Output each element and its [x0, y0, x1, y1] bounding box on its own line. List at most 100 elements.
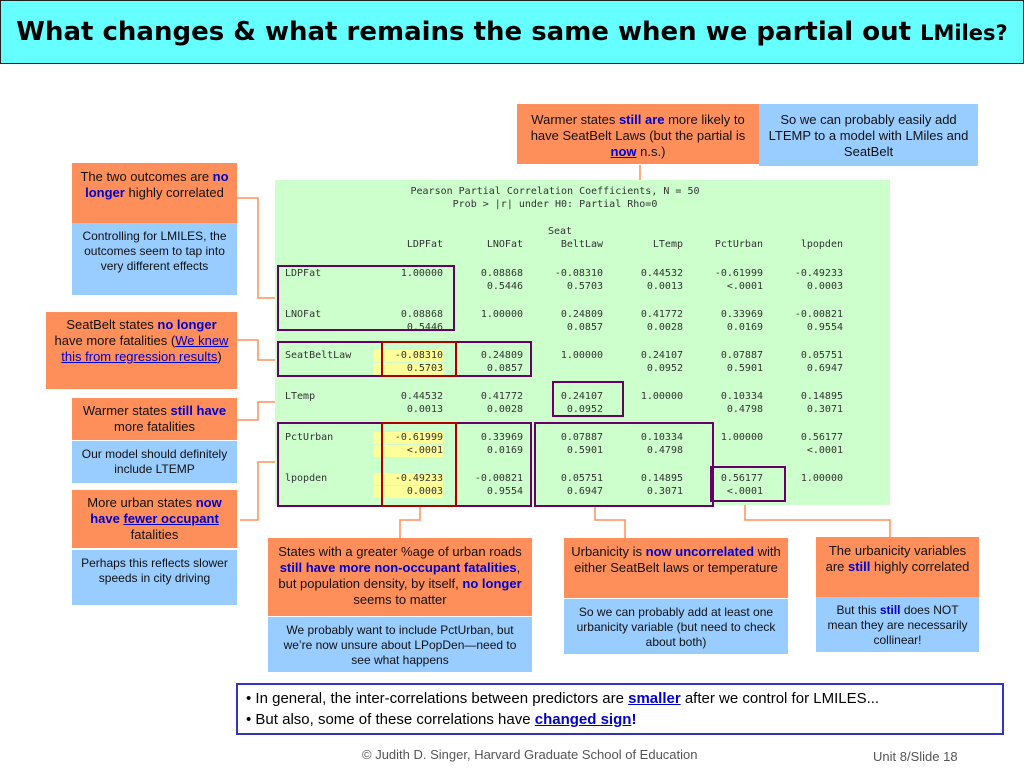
- correlation-cell: 0.56177: [720, 473, 763, 484]
- title-bar: What changes & what remains the same whe…: [0, 0, 1024, 64]
- footer-slide-number: Unit 8/Slide 18: [873, 749, 958, 764]
- correlation-cell: 0.07887: [720, 350, 763, 361]
- pvalue-cell: <.0001: [726, 486, 763, 497]
- column-header-top: Seat: [547, 226, 573, 237]
- correlation-cell: 0.56177: [800, 432, 843, 443]
- correlation-cell: -0.49233: [373, 473, 443, 485]
- callout-add-ltemp: So we can probably easily add LTEMP to a…: [759, 104, 978, 166]
- correlation-cell: 0.14895: [640, 473, 683, 484]
- correlation-cell: -0.61999: [373, 432, 443, 444]
- callout-seatbelt: SeatBelt states no longer have more fata…: [46, 312, 237, 389]
- correlation-cell: -0.00821: [474, 473, 523, 484]
- pvalue-cell: 0.5446: [486, 281, 523, 292]
- row-label: LTemp: [285, 391, 316, 402]
- callout-warmer-fatalities: Warmer states still have more fatalities: [72, 398, 237, 440]
- pvalue-cell: <.0001: [726, 281, 763, 292]
- correlation-cell: 0.05751: [800, 350, 843, 361]
- column-header: LNOFat: [486, 239, 523, 250]
- correlation-cell: 1.00000: [480, 309, 523, 320]
- correlation-cell: -0.08310: [373, 350, 443, 362]
- correlation-cell: -0.00821: [794, 309, 843, 320]
- pvalue-cell: 0.5703: [373, 363, 443, 375]
- table-subtitle: Prob > |r| under H0: Partial Rho=0: [452, 199, 658, 210]
- row-label: SeatBeltLaw: [285, 350, 352, 361]
- row-label: LNOFat: [285, 309, 322, 320]
- correlation-cell: 0.24107: [640, 350, 683, 361]
- callout-two-outcomes: The two outcomes are no longer highly co…: [72, 163, 237, 223]
- correlation-cell: -0.61999: [714, 268, 763, 279]
- pvalue-cell: 0.9554: [806, 322, 843, 333]
- correlation-cell: 0.33969: [480, 432, 523, 443]
- column-header: PctUrban: [714, 239, 763, 250]
- callout-warmer-laws: Warmer states still are more likely to h…: [517, 104, 759, 164]
- callout-urbanicity: Urbanicity is now uncorrelated with eith…: [564, 538, 788, 598]
- row-label: PctUrban: [285, 432, 334, 443]
- correlation-cell: 0.24107: [560, 391, 603, 402]
- correlation-cell: 1.00000: [720, 432, 763, 443]
- row-label: lpopden: [285, 473, 328, 484]
- frame-urban-ldpfat: [381, 422, 457, 507]
- row-label: LDPFat: [285, 268, 322, 279]
- pvalue-cell: 0.6947: [806, 363, 843, 374]
- pvalue-cell: 0.0028: [486, 404, 523, 415]
- pvalue-cell: 0.0003: [806, 281, 843, 292]
- pvalue-cell: 0.3071: [806, 404, 843, 415]
- frame-seatbelt-ldpfat: [381, 341, 457, 377]
- partial-correlation-table: Pearson Partial Correlation Coefficients…: [275, 180, 890, 507]
- correlation-cell: 0.33969: [720, 309, 763, 320]
- pvalue-cell: 0.6947: [566, 486, 603, 497]
- pvalue-cell: 0.4798: [726, 404, 763, 415]
- summary-line-2: • But also, some of these correlations h…: [246, 711, 637, 728]
- correlation-cell: 0.14895: [800, 391, 843, 402]
- regression-results-link[interactable]: We knew this from regression results: [61, 333, 229, 364]
- correlation-cell: 1.00000: [560, 350, 603, 361]
- column-header: LTemp: [652, 239, 683, 250]
- correlation-cell: 1.00000: [400, 268, 443, 279]
- pvalue-cell: 0.0003: [373, 486, 443, 498]
- callout-not-collinear: But this still does NOT mean they are ne…: [816, 597, 979, 652]
- pvalue-cell: 0.0169: [486, 445, 523, 456]
- summary-box: • In general, the inter-correlations bet…: [236, 683, 1004, 735]
- callout-include-ltemp: Our model should definitely include LTEM…: [72, 441, 237, 483]
- correlation-cell: 0.41772: [640, 309, 683, 320]
- callout-include-pcturban: We probably want to include PctUrban, bu…: [268, 617, 532, 672]
- callout-add-one-urbanicity: So we can probably add at least one urba…: [564, 599, 788, 654]
- pvalue-cell: 0.0013: [406, 404, 443, 415]
- correlation-cell: 1.00000: [800, 473, 843, 484]
- frame-seatbelt-ltemp: [552, 381, 624, 417]
- footer-copyright: © Judith D. Singer, Harvard Graduate Sch…: [362, 747, 698, 762]
- correlation-cell: 0.10334: [720, 391, 763, 402]
- column-header: BeltLaw: [560, 239, 603, 250]
- pvalue-cell: 0.0952: [566, 404, 603, 415]
- callout-pcturban: States with a greater %age of urban road…: [268, 538, 532, 616]
- correlation-cell: 0.44532: [400, 391, 443, 402]
- pvalue-cell: 0.0857: [566, 322, 603, 333]
- correlation-cell: 1.00000: [640, 391, 683, 402]
- pvalue-cell: 0.9554: [486, 486, 523, 497]
- correlation-cell: 0.08868: [480, 268, 523, 279]
- pvalue-cell: 0.0028: [646, 322, 683, 333]
- correlation-cell: 0.41772: [480, 391, 523, 402]
- correlation-cell: 0.24809: [560, 309, 603, 320]
- callout-controlling: Controlling for LMILES, the outcomes see…: [72, 223, 237, 295]
- pvalue-cell: 0.0857: [486, 363, 523, 374]
- column-header: LDPFat: [406, 239, 443, 250]
- frame-pcturban-lpopden: [710, 466, 786, 502]
- pvalue-cell: <.0001: [806, 445, 843, 456]
- correlation-cell: 0.10334: [640, 432, 683, 443]
- correlation-cell: 0.08868: [400, 309, 443, 320]
- pvalue-cell: 0.5446: [406, 322, 443, 333]
- correlation-cell: 0.07887: [560, 432, 603, 443]
- callout-slower-speeds: Perhaps this reflects slower speeds in c…: [72, 550, 237, 605]
- callout-urban-states: More urban states now have fewer occupan…: [72, 490, 237, 548]
- correlation-cell: 0.44532: [640, 268, 683, 279]
- callout-urbanicity-variables: The urbanicity variables are still highl…: [816, 537, 979, 597]
- summary-line-1: • In general, the inter-correlations bet…: [246, 690, 880, 707]
- pvalue-cell: 0.0952: [646, 363, 683, 374]
- slide-title: What changes & what remains the same whe…: [16, 17, 1008, 47]
- pvalue-cell: 0.4798: [646, 445, 683, 456]
- pvalue-cell: 0.0169: [726, 322, 763, 333]
- correlation-cell: -0.49233: [794, 268, 843, 279]
- frame-urbanicity: [534, 422, 714, 507]
- pvalue-cell: <.0001: [373, 445, 443, 457]
